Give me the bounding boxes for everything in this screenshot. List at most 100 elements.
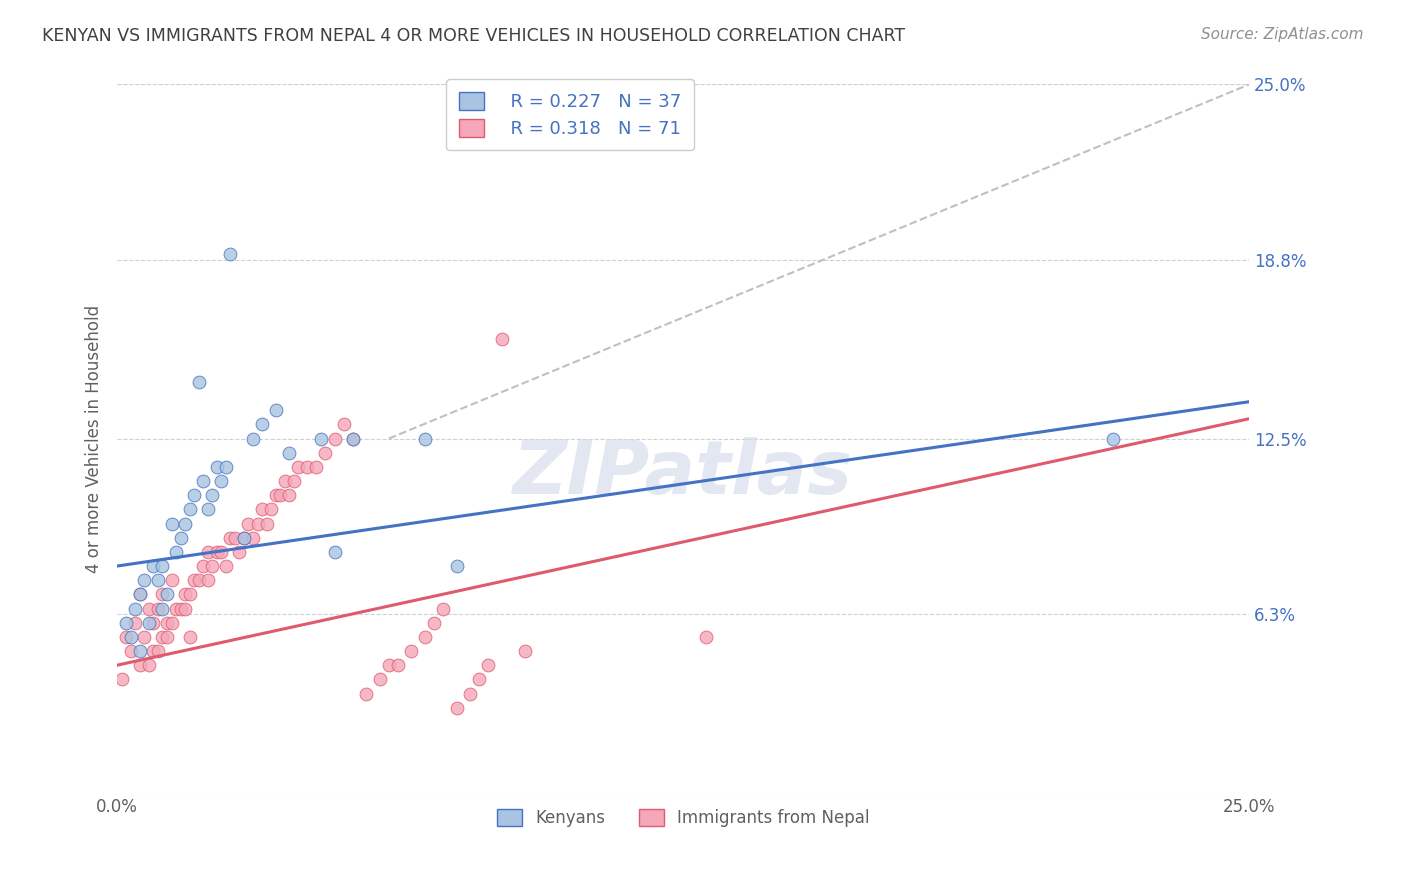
- Point: [174, 587, 197, 601]
- Point: [219, 247, 242, 261]
- Point: [250, 417, 273, 432]
- Point: [183, 573, 205, 587]
- Point: [287, 459, 309, 474]
- Point: [156, 587, 179, 601]
- Point: [179, 630, 201, 644]
- Point: [423, 615, 446, 630]
- Point: [695, 630, 717, 644]
- Point: [142, 644, 165, 658]
- Point: [387, 658, 409, 673]
- Point: [215, 459, 238, 474]
- Point: [513, 644, 536, 658]
- Point: [413, 432, 436, 446]
- Point: [193, 474, 215, 488]
- Point: [323, 545, 346, 559]
- Point: [152, 601, 174, 615]
- Point: [468, 673, 491, 687]
- Point: [278, 488, 301, 502]
- Point: [209, 474, 232, 488]
- Point: [138, 658, 160, 673]
- Point: [323, 432, 346, 446]
- Point: [174, 516, 197, 531]
- Point: [215, 559, 238, 574]
- Point: [432, 601, 454, 615]
- Y-axis label: 4 or more Vehicles in Household: 4 or more Vehicles in Household: [86, 304, 103, 573]
- Point: [446, 700, 468, 714]
- Point: [1102, 432, 1125, 446]
- Point: [187, 573, 209, 587]
- Point: [183, 488, 205, 502]
- Point: [138, 615, 160, 630]
- Point: [491, 332, 513, 346]
- Point: [238, 516, 260, 531]
- Point: [115, 615, 138, 630]
- Point: [269, 488, 291, 502]
- Point: [250, 502, 273, 516]
- Point: [165, 601, 187, 615]
- Point: [314, 446, 336, 460]
- Point: [297, 459, 319, 474]
- Point: [205, 459, 228, 474]
- Point: [197, 545, 219, 559]
- Point: [224, 531, 246, 545]
- Point: [354, 686, 377, 700]
- Point: [120, 630, 142, 644]
- Point: [169, 531, 191, 545]
- Point: [146, 601, 169, 615]
- Point: [233, 531, 256, 545]
- Point: [138, 601, 160, 615]
- Point: [246, 516, 269, 531]
- Point: [142, 559, 165, 574]
- Point: [156, 630, 179, 644]
- Point: [128, 587, 150, 601]
- Point: [146, 644, 169, 658]
- Point: [260, 502, 283, 516]
- Point: [309, 432, 332, 446]
- Point: [111, 673, 134, 687]
- Point: [152, 630, 174, 644]
- Point: [460, 686, 482, 700]
- Point: [174, 601, 197, 615]
- Point: [156, 615, 179, 630]
- Point: [342, 432, 364, 446]
- Point: [256, 516, 278, 531]
- Point: [278, 446, 301, 460]
- Point: [368, 673, 391, 687]
- Point: [128, 644, 150, 658]
- Point: [209, 545, 232, 559]
- Point: [378, 658, 401, 673]
- Text: KENYAN VS IMMIGRANTS FROM NEPAL 4 OR MORE VEHICLES IN HOUSEHOLD CORRELATION CHAR: KENYAN VS IMMIGRANTS FROM NEPAL 4 OR MOR…: [42, 27, 905, 45]
- Point: [201, 559, 224, 574]
- Text: Source: ZipAtlas.com: Source: ZipAtlas.com: [1201, 27, 1364, 42]
- Point: [242, 531, 264, 545]
- Point: [124, 615, 146, 630]
- Point: [142, 615, 165, 630]
- Point: [165, 545, 187, 559]
- Point: [401, 644, 423, 658]
- Point: [233, 531, 256, 545]
- Point: [264, 488, 287, 502]
- Text: ZIPatlas: ZIPatlas: [513, 437, 853, 510]
- Point: [332, 417, 354, 432]
- Point: [413, 630, 436, 644]
- Point: [283, 474, 305, 488]
- Point: [146, 573, 169, 587]
- Point: [124, 601, 146, 615]
- Point: [342, 432, 364, 446]
- Point: [160, 615, 183, 630]
- Point: [197, 573, 219, 587]
- Point: [179, 587, 201, 601]
- Point: [242, 432, 264, 446]
- Point: [205, 545, 228, 559]
- Point: [115, 630, 138, 644]
- Point: [477, 658, 499, 673]
- Point: [201, 488, 224, 502]
- Point: [446, 559, 468, 574]
- Point: [160, 516, 183, 531]
- Point: [134, 573, 156, 587]
- Point: [274, 474, 297, 488]
- Point: [305, 459, 328, 474]
- Point: [169, 601, 191, 615]
- Point: [152, 559, 174, 574]
- Point: [193, 559, 215, 574]
